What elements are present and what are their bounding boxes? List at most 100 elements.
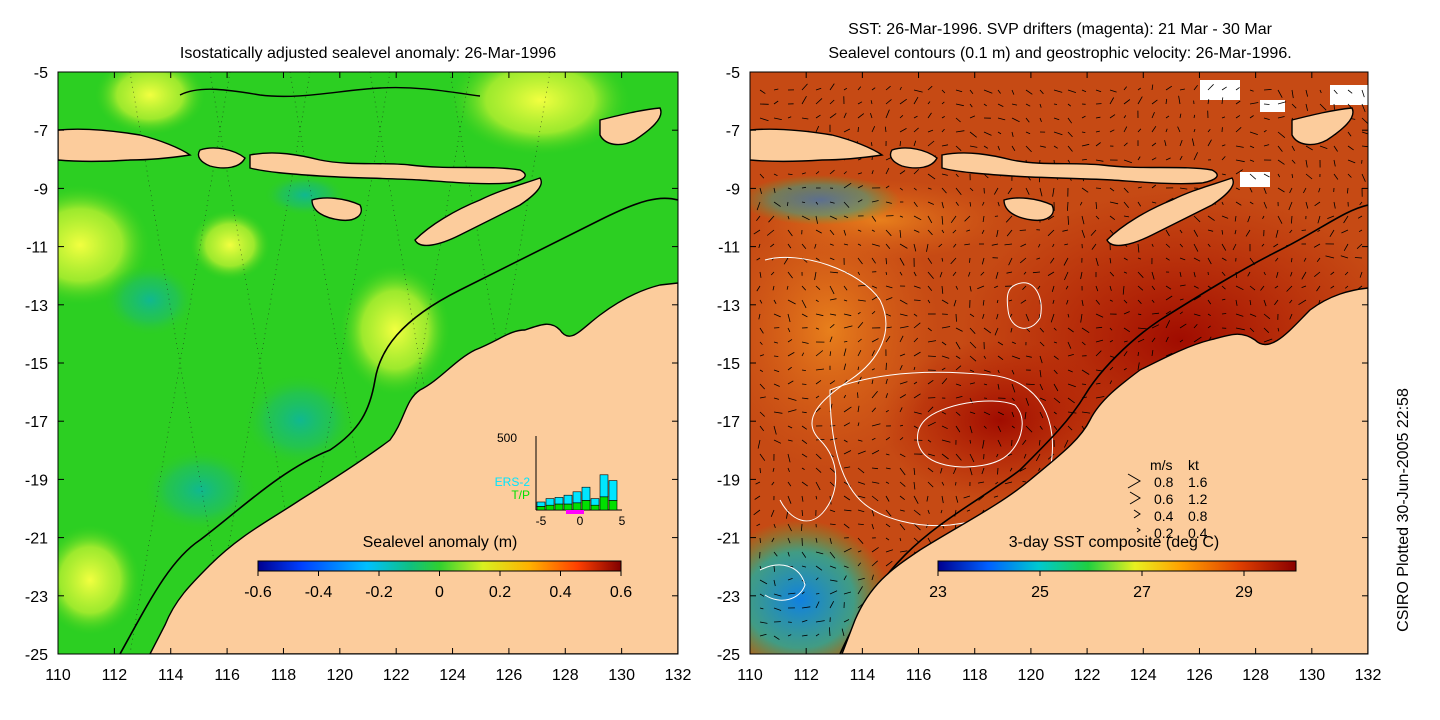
y-tick-label: -7 (34, 123, 48, 140)
velocity-vector (964, 215, 971, 222)
shelf-break-contour (839, 204, 1368, 654)
velocity-vector (1109, 299, 1113, 302)
velocity-vector (969, 327, 976, 334)
velocity-vector (997, 439, 1002, 447)
velocity-vector (1249, 285, 1256, 291)
velocity-vector (1277, 173, 1281, 178)
velocity-vector (1151, 312, 1160, 315)
velocity-vector (1047, 215, 1055, 220)
velocity-vector (1249, 102, 1259, 105)
velocity-vector (1022, 285, 1027, 290)
velocity-vector (969, 201, 972, 207)
velocity-vector (787, 173, 793, 175)
velocity-vector (1011, 397, 1015, 401)
velocity-vector (955, 355, 961, 359)
velocity-vector (941, 453, 949, 460)
velocity-vector (913, 243, 917, 252)
velocity-vector (1039, 355, 1043, 364)
velocity-vector (983, 89, 993, 94)
small-islands-land (599, 107, 662, 146)
velocity-vector (787, 467, 790, 473)
velocity-vector (815, 327, 820, 330)
velocity-vector (997, 131, 1002, 135)
velocity-vector (885, 201, 892, 204)
velocity-vector (758, 313, 761, 320)
sla-high-anomaly (190, 210, 270, 280)
velocity-vector (1249, 299, 1252, 306)
velocity-vector (1333, 173, 1339, 180)
velocity-vector (1207, 229, 1214, 232)
velocity-vector (773, 88, 779, 91)
velocity-vector (1305, 173, 1313, 180)
velocity-vector (927, 406, 934, 413)
velocity-vector (1151, 285, 1156, 291)
velocity-vector (1314, 201, 1321, 207)
velocity-vector (983, 145, 989, 149)
velocity-vector (753, 509, 761, 516)
velocity-vector (857, 586, 863, 595)
velocity-vector (801, 509, 804, 517)
velocity-vector (801, 369, 806, 371)
velocity-vector (773, 439, 782, 444)
velocity-vector (982, 215, 985, 223)
velocity-vector (913, 299, 921, 301)
velocity-vector (1221, 97, 1224, 105)
velocity-legend-kt: 1.2 (1188, 491, 1208, 507)
velocity-vector (871, 350, 875, 357)
java-land (58, 128, 192, 163)
velocity-vector (969, 439, 971, 444)
velocity-vector (955, 365, 962, 371)
colorbar-tick-label: -0.4 (305, 584, 333, 601)
velocity-vector (1080, 313, 1083, 323)
velocity-vector (927, 229, 933, 236)
velocity-vector (1305, 89, 1308, 97)
velocity-vector (1249, 173, 1257, 180)
velocity-vector (982, 299, 985, 306)
velocity-vector (913, 271, 917, 277)
velocity-vector (815, 537, 818, 543)
velocity-vector (1151, 99, 1158, 105)
velocity-vector (983, 355, 987, 359)
velocity-vector (1137, 313, 1142, 316)
velocity-vector (857, 467, 865, 474)
velocity-vector (1288, 201, 1293, 211)
velocity-vector (1019, 467, 1027, 472)
velocity-vector (857, 257, 863, 265)
velocity-vector (927, 173, 936, 180)
velocity-vector (941, 101, 945, 105)
velocity-vector (1193, 323, 1198, 329)
velocity-vector (829, 351, 832, 357)
velocity-vector (885, 285, 893, 289)
velocity-vector (801, 481, 808, 487)
velocity-vector (801, 425, 808, 430)
velocity-vector (1289, 187, 1293, 194)
velocity-vector (1151, 112, 1155, 119)
plot-credit: CSIRO Plotted 30-Jun-2005 22:58 (1395, 388, 1412, 632)
velocity-vector (1081, 131, 1086, 133)
velocity-vector (815, 633, 820, 637)
velocity-vector (1359, 271, 1363, 278)
inset-bar-ers2 (545, 498, 555, 506)
velocity-vector (801, 551, 807, 558)
y-tick-label: -17 (717, 414, 740, 431)
velocity-vector (871, 142, 873, 147)
velocity-vector (955, 145, 962, 151)
velocity-vector (1207, 139, 1212, 147)
velocity-vector (1263, 338, 1273, 343)
y-tick-label: -21 (717, 531, 740, 548)
velocity-vector (871, 437, 876, 441)
velocity-vector (1333, 103, 1335, 110)
velocity-vector (1064, 439, 1069, 448)
velocity-vector (759, 89, 766, 94)
velocity-vector (871, 243, 880, 247)
velocity-vector (1038, 439, 1041, 446)
velocity-vector (1235, 187, 1240, 191)
velocity-vector (756, 201, 761, 211)
right-colorbar: 3-day SST composite (deg C) 23 25 27 29 (929, 534, 1297, 601)
velocity-vector (1039, 117, 1042, 122)
velocity-vector (773, 355, 779, 357)
colorbar-tick-label: 0 (435, 584, 444, 601)
velocity-vector (997, 425, 1002, 432)
velocity-vector (969, 131, 977, 138)
velocity-vector (773, 117, 782, 120)
